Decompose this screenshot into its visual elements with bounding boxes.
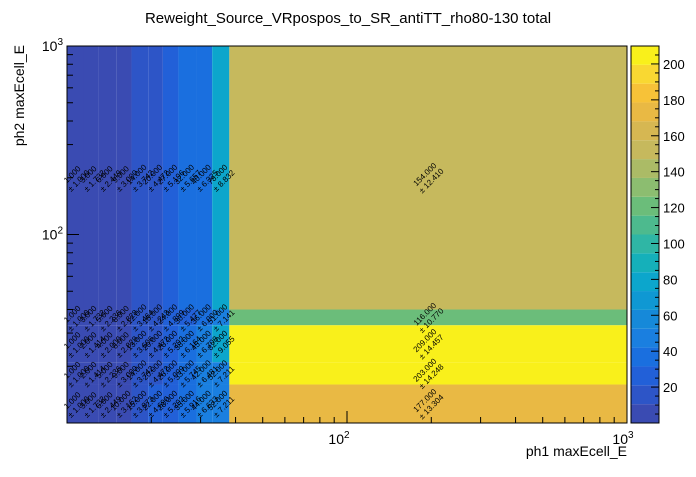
heatmap-cell [131, 384, 149, 423]
colorbar-band [631, 234, 659, 254]
heatmap-cell [162, 325, 179, 363]
colorbar-band [631, 159, 659, 178]
colorbar-tick-label: 120 [663, 201, 685, 216]
heatmap-cell [178, 46, 197, 310]
colorbar: 20 40 60 80 100 120 140 160 180 200 [630, 45, 685, 424]
heatmap-cell [229, 325, 627, 363]
colorbar-band [631, 366, 659, 386]
heatmap-cell [229, 362, 627, 385]
heatmap-cell [162, 362, 179, 385]
heatmap-cell [131, 325, 149, 363]
x-tick-label: 102 [328, 430, 350, 447]
colorbar-tick-label: 40 [663, 344, 677, 359]
heatmap-cell [196, 325, 213, 363]
colorbar-tick-label: 200 [663, 57, 685, 72]
colorbar-band [631, 177, 659, 197]
heatmap-cell [148, 325, 163, 363]
colorbar-band [631, 385, 659, 405]
colorbar-band [631, 347, 659, 367]
colorbar-band [631, 215, 659, 235]
heatmap-cell [229, 309, 627, 326]
y-tick-label: 102 [42, 226, 64, 243]
colorbar-band [631, 404, 659, 423]
heatmap-cell [67, 309, 84, 326]
colorbar-band [631, 102, 659, 122]
colorbar-band [631, 272, 659, 292]
heatmap-cell [212, 325, 230, 363]
colorbar-band [631, 121, 659, 141]
colorbar-tick-label: 80 [663, 272, 677, 287]
heatmap-cells [67, 46, 627, 423]
heatmap-cell [229, 46, 627, 310]
heatmap-cell [178, 362, 197, 385]
y-tick-label: 103 [42, 37, 64, 54]
heatmap-cell [131, 309, 149, 326]
heatmap-cell [229, 384, 627, 423]
heatmap-cell [67, 46, 84, 310]
colorbar-band [631, 291, 659, 310]
heatmap-cell [148, 46, 163, 310]
heatmap-cell [212, 46, 230, 310]
colorbar-band [631, 83, 659, 103]
heatmap-cell [98, 46, 117, 310]
colorbar-band [631, 64, 659, 84]
heatmap-cell [98, 309, 117, 326]
heatmap-cell [178, 309, 197, 326]
heatmap-cell [212, 384, 230, 423]
colorbar-band [631, 46, 659, 65]
heatmap-cell [116, 46, 132, 310]
heatmap-cell [83, 309, 99, 326]
heatmap-cell [178, 325, 197, 363]
heatmap-cell [116, 384, 132, 423]
colorbar-tick-label: 100 [663, 236, 685, 251]
heatmap-cell [98, 325, 117, 363]
y-axis-label: ph2 maxEcell_E [11, 45, 27, 146]
heatmap-cell [196, 309, 213, 326]
heatmap-cell [148, 362, 163, 385]
colorbar-tick-label: 60 [663, 308, 677, 323]
heatmap-cell [131, 46, 149, 310]
heatmap-cell [212, 362, 230, 385]
colorbar-band [631, 196, 659, 216]
heatmap-cell [83, 362, 99, 385]
heatmap-cell [162, 309, 179, 326]
heatmap-cell [212, 309, 230, 326]
heatmap-cell [83, 46, 99, 310]
heatmap-cell [148, 384, 163, 423]
heatmap-cell [148, 309, 163, 326]
heatmap-cell [67, 325, 84, 363]
colorbar-tick-label: 180 [663, 93, 685, 108]
heatmap-cell [83, 384, 99, 423]
chart-title: Reweight_Source_VRpospos_to_SR_antiTT_rh… [145, 10, 551, 27]
axes: 102 103 102 103 [42, 37, 634, 447]
heatmap-cell [162, 384, 179, 423]
colorbar-tick-label: 160 [663, 129, 685, 144]
heatmap-cell [196, 384, 213, 423]
heatmap-cell [98, 384, 117, 423]
x-axis-label: ph1 maxEcell_E [526, 443, 627, 459]
heatmap-cell [196, 46, 213, 310]
heatmap-cell [178, 384, 197, 423]
heatmap-cell [116, 325, 132, 363]
colorbar-band [631, 253, 659, 273]
x-tick-label: 103 [612, 430, 634, 447]
colorbar-band [631, 309, 659, 329]
colorbar-tick-label: 20 [663, 380, 677, 395]
heatmap-cell [67, 362, 84, 385]
heatmap-cell [83, 325, 99, 363]
colorbar-tick-label: 140 [663, 165, 685, 180]
heatmap-cell [131, 362, 149, 385]
heatmap-cell [67, 384, 84, 423]
heatmap-cell [116, 362, 132, 385]
heatmap-cell [196, 362, 213, 385]
colorbar-band [631, 140, 659, 160]
heatmap-cell [116, 309, 132, 326]
heatmap-cell [98, 362, 117, 385]
colorbar-band [631, 328, 659, 348]
heatmap-cell [162, 46, 179, 310]
